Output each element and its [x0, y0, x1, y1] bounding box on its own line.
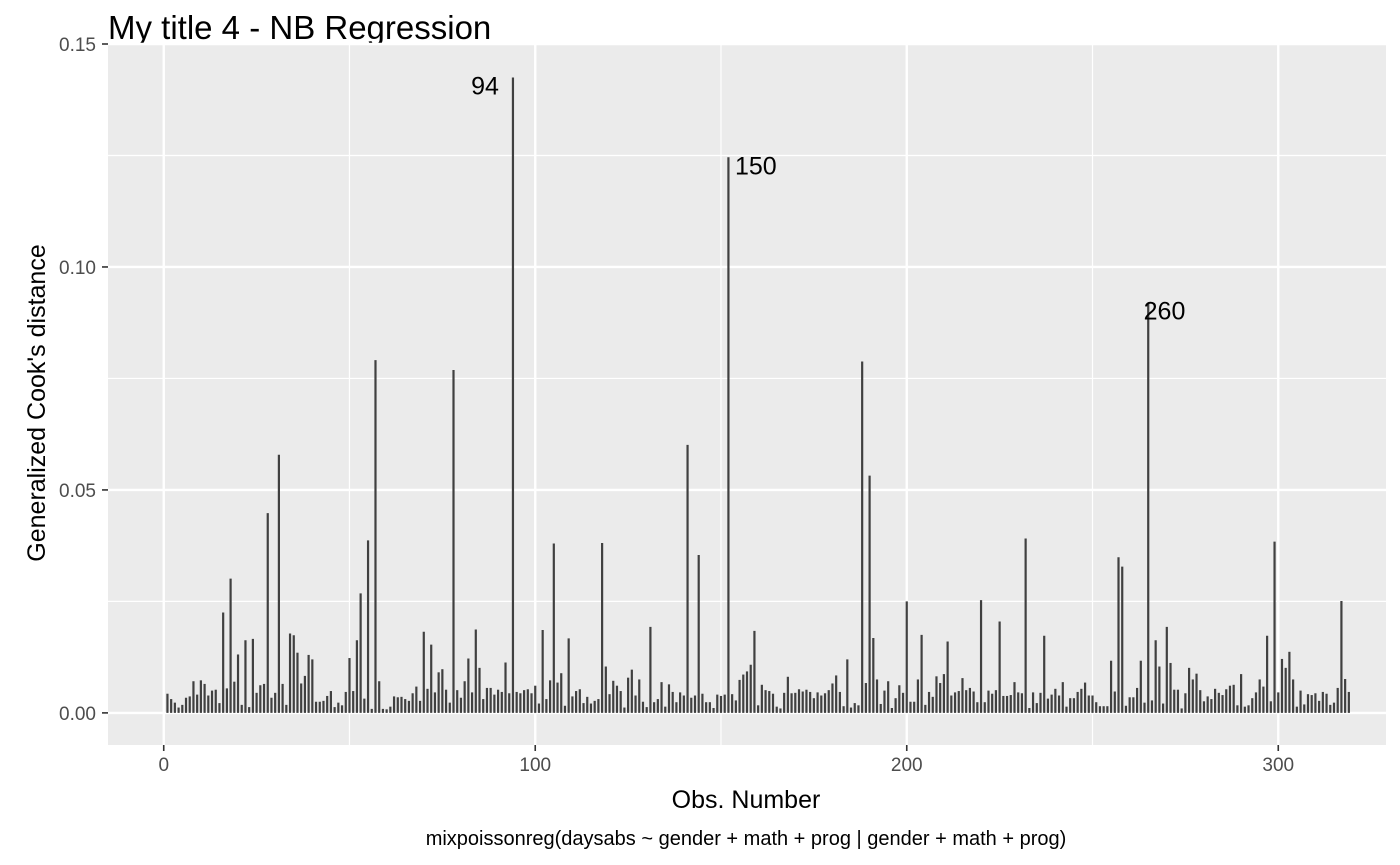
point-annotations: 94 150 260 [471, 72, 1185, 325]
x-tick-label: 200 [891, 755, 923, 776]
y-tick-label: 0.15 [59, 35, 96, 56]
chart-title: My title 4 - NB Regression [108, 9, 491, 46]
major-gridlines [108, 42, 1386, 745]
x-axis-title: Obs. Number [672, 786, 821, 814]
y-tick-label: 0.00 [59, 704, 96, 725]
x-tick-label: 300 [1262, 755, 1294, 776]
y-axis-title: Generalized Cook's distance [23, 244, 51, 561]
minor-gridlines [108, 44, 1386, 745]
y-tick-label: 0.05 [59, 481, 96, 502]
bar-series [166, 77, 1350, 713]
y-axis: 0.00 0.05 0.10 0.15 [59, 35, 108, 725]
annotation-label: 150 [735, 152, 777, 180]
x-tick-label: 100 [519, 755, 551, 776]
annotation-label: 94 [471, 72, 499, 100]
x-axis: 0 100 200 300 [158, 745, 1294, 776]
y-tick-label: 0.10 [59, 258, 96, 279]
chart-caption: mixpoissonreg(daysabs ~ gender + math + … [426, 828, 1067, 850]
x-tick-label: 0 [158, 755, 169, 776]
annotation-label: 260 [1144, 298, 1186, 326]
plot-panel [108, 44, 1386, 745]
